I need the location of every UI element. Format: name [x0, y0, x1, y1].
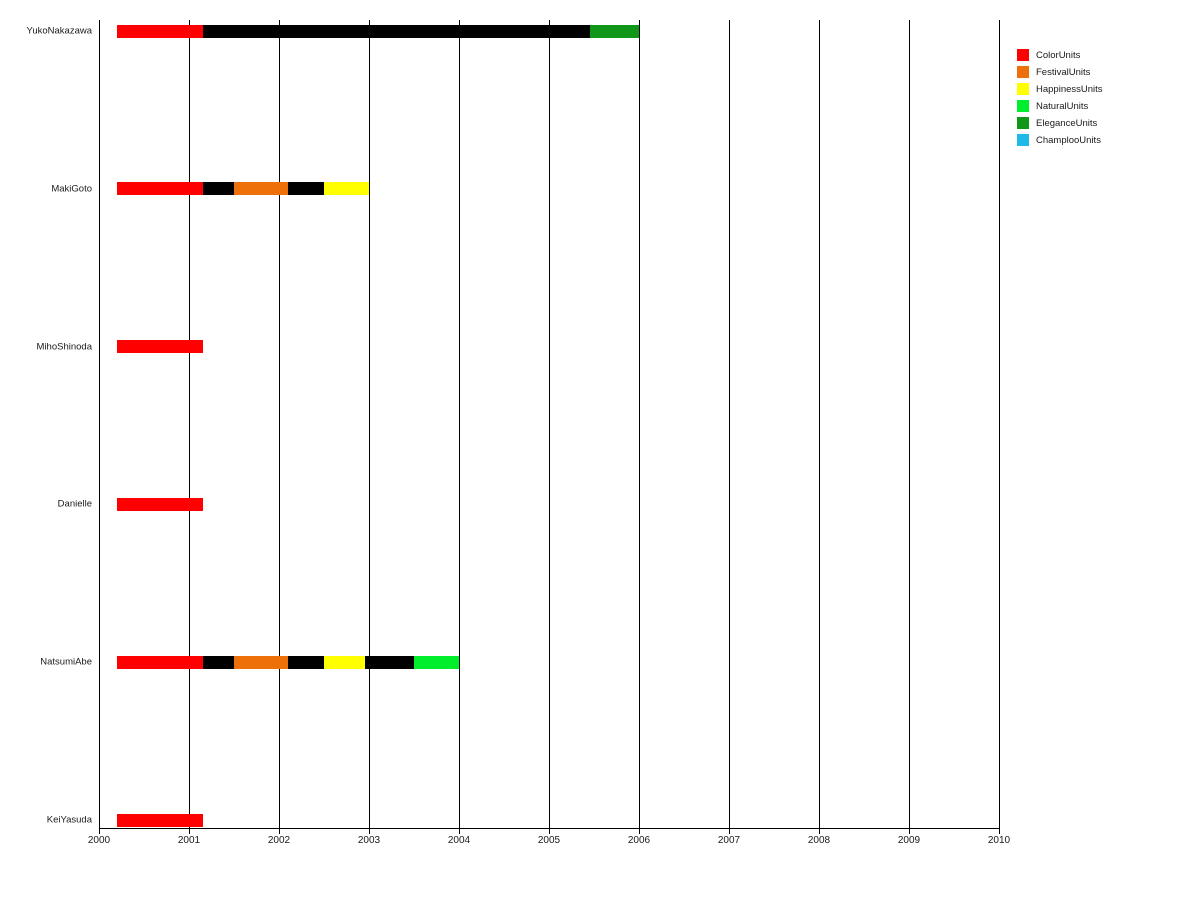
axis-tick-label: 2007 [717, 835, 741, 846]
legend-swatch-eleganceunits [1017, 117, 1029, 129]
bar-segment-colorunits [117, 340, 203, 354]
axis-tick-label: 2003 [357, 835, 381, 846]
year-gridline [459, 20, 460, 834]
year-gridline [909, 20, 910, 834]
year-gridline [729, 20, 730, 834]
bar-segment [364, 655, 414, 669]
bar-segment-naturalunits [414, 655, 459, 669]
timeline-row-label: KeiYasuda [46, 814, 92, 826]
bar-segment-festivalunits [234, 655, 288, 669]
year-gridline [369, 20, 370, 834]
timeline-row-label: NatsumiAbe [40, 656, 92, 668]
year-gridline [999, 20, 1000, 834]
axis-tick-label: 2006 [627, 835, 651, 846]
x-axis-line [99, 828, 1000, 829]
bar-segment-colorunits [117, 24, 203, 38]
axis-tick-label: 2010 [987, 835, 1011, 846]
legend-label: ChamplooUnits [1036, 135, 1101, 146]
timeline-row-label: YukoNakazawa [26, 25, 92, 37]
year-gridline [549, 20, 550, 834]
axis-tick-label: 2001 [177, 835, 201, 846]
axis-tick-label: 2008 [807, 835, 831, 846]
bar-segment-festivalunits [234, 182, 288, 196]
legend-label: EleganceUnits [1036, 118, 1098, 129]
bar-segment [288, 182, 324, 196]
year-gridline [639, 20, 640, 834]
legend-label: ColorUnits [1036, 50, 1081, 61]
bar-segment [288, 655, 324, 669]
year-gridline [819, 20, 820, 834]
timeline-row-label: MakiGoto [51, 183, 92, 195]
bar-segment [202, 182, 234, 196]
bar-segment-eleganceunits [589, 24, 639, 38]
year-gridline [99, 20, 100, 834]
bar-segment-colorunits [117, 497, 203, 511]
legend-swatch-happinessunits [1017, 83, 1029, 95]
bar-segment [202, 655, 234, 669]
axis-tick-label: 2009 [897, 835, 921, 846]
axis-tick-label: 2004 [447, 835, 471, 846]
legend-label: FestivalUnits [1036, 67, 1091, 78]
legend-swatch-festivalunits [1017, 66, 1029, 78]
bar-segment-colorunits [117, 182, 203, 196]
legend-swatch-champloounits [1017, 134, 1029, 146]
bar-segment-colorunits [117, 655, 203, 669]
axis-tick-label: 2002 [267, 835, 291, 846]
timeline-row-label: Danielle [57, 498, 92, 510]
timeline-row-label: MihoShinoda [36, 341, 92, 353]
legend-swatch-naturalunits [1017, 100, 1029, 112]
bar-segment-happinessunits [324, 655, 365, 669]
bar-segment-colorunits [117, 813, 203, 827]
legend-label: NaturalUnits [1036, 101, 1089, 112]
bar-segment-happinessunits [324, 182, 369, 196]
bar-segment [202, 24, 590, 38]
year-gridline [189, 20, 190, 834]
legend-label: HappinessUnits [1036, 84, 1103, 95]
axis-tick-label: 2000 [87, 835, 111, 846]
axis-tick-label: 2005 [537, 835, 561, 846]
legend-swatch-colorunits [1017, 49, 1029, 61]
year-gridline [279, 20, 280, 834]
